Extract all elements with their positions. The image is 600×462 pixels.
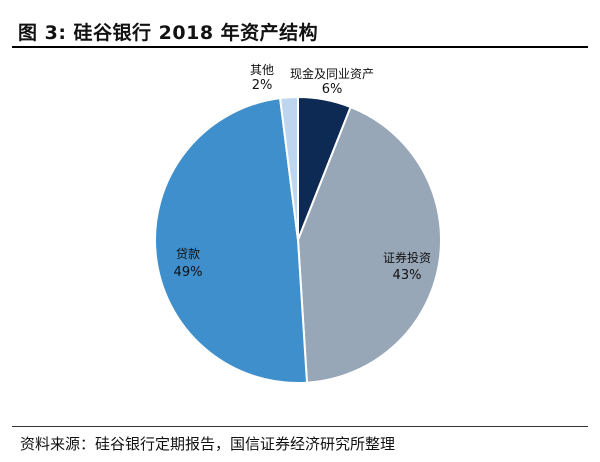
slice-value-label: 6% xyxy=(322,82,343,97)
pie-slice xyxy=(278,95,299,241)
chart-title: 图 3: 硅谷银行 2018 年资产结构 xyxy=(18,22,319,44)
slice-label: 其他 xyxy=(250,63,274,77)
title-divider xyxy=(12,46,588,48)
pie-chart-area: 现金及同业资产 6% 证券投资 43% 贷款 49% 其他 2% xyxy=(0,50,600,422)
slice-value-label: 43% xyxy=(393,268,422,283)
slice-label: 证券投资 xyxy=(383,250,431,265)
source-note: 资料来源：硅谷银行定期报告，国信证券经济研究所整理 xyxy=(20,435,396,453)
chart-header: 图 3: 硅谷银行 2018 年资产结构 xyxy=(12,8,588,48)
pie-slice xyxy=(154,97,309,384)
slice-label: 贷款 xyxy=(176,247,200,261)
pie-slice xyxy=(296,105,442,384)
slice-value-label: 49% xyxy=(174,265,203,280)
slice-label: 现金及同业资产 xyxy=(290,66,374,81)
slice-value-label: 2% xyxy=(252,78,273,93)
footer-divider xyxy=(12,426,588,427)
